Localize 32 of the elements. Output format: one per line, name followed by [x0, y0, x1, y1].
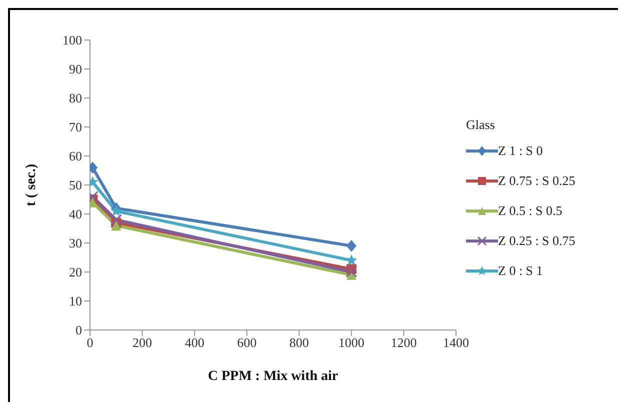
y-axis-title: t ( sec.) [24, 163, 39, 206]
y-tick-label: 0 [76, 322, 82, 338]
y-tick-label: 100 [62, 32, 82, 48]
x-tick-label: 600 [237, 335, 257, 350]
x-tick-label: 1400 [443, 335, 469, 350]
y-tick-label: 90 [69, 62, 82, 77]
point [346, 240, 356, 252]
y-tick-label: 50 [69, 178, 82, 193]
legend-label: Z 1 : S 0 [498, 143, 543, 159]
x-tick-label: 0 [86, 335, 94, 350]
y-tick-label: 30 [69, 236, 82, 251]
y-tick-label: 20 [69, 264, 82, 280]
y-tick-label: 70 [69, 120, 82, 135]
y-tick-label: 60 [69, 148, 82, 164]
point [110, 205, 122, 216]
point [346, 266, 358, 278]
x-tick-label: 800 [289, 335, 309, 350]
x-tick-label: 200 [132, 335, 152, 350]
point [110, 214, 122, 226]
legend-label: Z 0.5 : S 0.5 [498, 203, 562, 219]
point [111, 220, 122, 231]
y-tick-label: 80 [69, 90, 82, 106]
x-tick-label: 400 [184, 335, 204, 350]
legend-label: Z 0.75 : S 0.25 [498, 173, 576, 189]
x-tick-label: 1200 [390, 335, 417, 350]
legend-label: Z 0 : S 1 [498, 263, 543, 279]
legend-label: Z 0.25 : S 0.75 [498, 233, 576, 249]
x-tick-label: 1000 [338, 335, 364, 350]
y-tick-label: 10 [69, 294, 82, 309]
x-axis-title: C PPM : Mix with air [208, 369, 338, 384]
legend-title: Glass [466, 117, 496, 133]
y-tick-label: 40 [69, 206, 82, 222]
